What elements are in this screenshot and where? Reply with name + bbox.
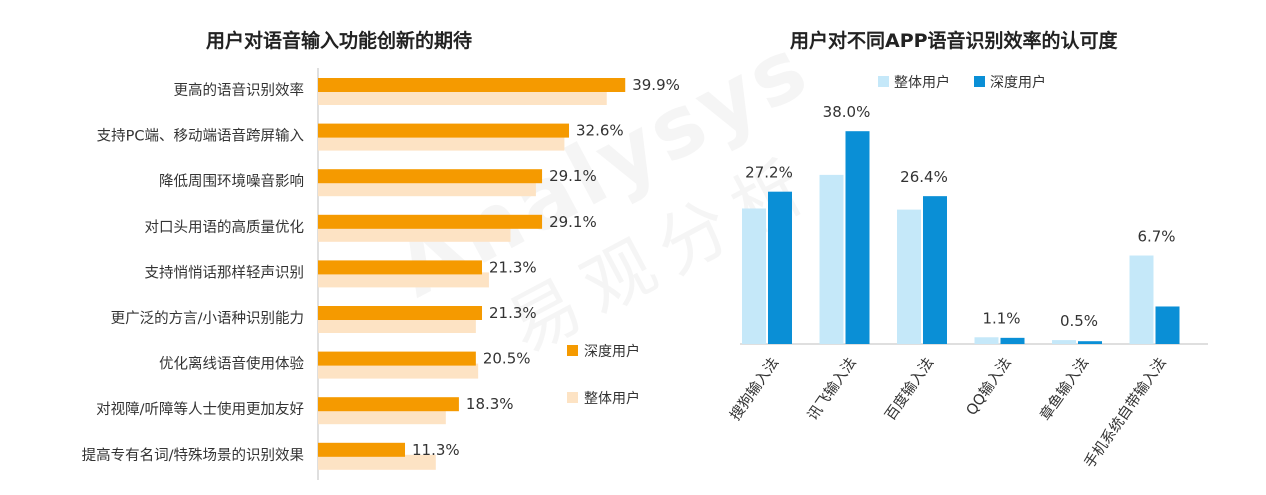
bar-overall-6 (318, 363, 479, 379)
value-label-5: 21.3% (489, 304, 537, 322)
bar-deep-4 (1078, 341, 1102, 344)
value-label-4: 0.5% (1060, 312, 1098, 330)
bar-overall-1 (318, 135, 565, 151)
value-label-1: 32.6% (576, 122, 624, 140)
legend-swatch-deep (974, 76, 985, 87)
bar-overall-0 (742, 208, 766, 344)
category-label-5: 更广泛的方言/小语种识别能力 (111, 310, 304, 327)
value-label-0: 27.2% (745, 164, 793, 182)
bar-overall-4 (1052, 340, 1076, 344)
category-label-5: 手机系统自带输入法 (1081, 355, 1170, 472)
category-label-2: 百度输入法 (882, 355, 938, 424)
bar-deep-2 (923, 196, 947, 344)
category-label-0: 搜狗输入法 (727, 355, 783, 424)
legend-swatch-deep (567, 345, 578, 356)
bar-overall-5 (318, 318, 476, 333)
bar-deep-5 (318, 306, 483, 320)
category-label-2: 降低周围环境噪音影响 (159, 172, 304, 190)
value-label-5: 6.7% (1137, 228, 1175, 246)
legend-label-deep: 深度用户 (584, 343, 640, 360)
legend-swatch-overall (567, 392, 578, 403)
value-label-3: 29.1% (549, 213, 597, 231)
bar-deep-3 (1000, 337, 1025, 344)
bar-deep-5 (1155, 306, 1180, 344)
legend-label-deep: 深度用户 (990, 74, 1046, 91)
bar-deep-3 (318, 214, 543, 229)
value-label-2: 26.4% (900, 168, 948, 186)
category-label-3: QQ输入法 (963, 355, 1015, 419)
bar-overall-8 (318, 454, 436, 470)
bar-overall-1 (819, 174, 844, 344)
category-label-4: 章鱼输入法 (1036, 354, 1092, 424)
left-bar-chart: 更高的语音识别效率 39.9% 支持PC端、移动端语音跨屏输入 32.6% 降低周围环境… (82, 68, 680, 480)
category-label-3: 对口头用语的高质量优化 (145, 219, 305, 236)
bar-overall-2 (897, 209, 921, 344)
bar-deep-1 (318, 123, 570, 138)
category-label-1: 支持PC端、移动端语音跨屏输入 (97, 128, 304, 145)
value-label-7: 18.3% (466, 395, 514, 413)
bar-overall-7 (318, 409, 446, 425)
bar-overall-5 (1129, 255, 1154, 344)
bar-deep-0 (768, 191, 792, 344)
bar-deep-7 (318, 397, 459, 412)
bar-deep-2 (318, 169, 543, 184)
bar-deep-0 (318, 78, 626, 92)
left-chart-title: 用户对语音输入功能创新的期待 (206, 30, 473, 52)
value-label-6: 20.5% (483, 350, 531, 368)
legend-swatch-overall (878, 76, 889, 87)
bar-overall-3 (318, 226, 511, 242)
value-label-4: 21.3% (489, 258, 537, 276)
category-label-8: 提高专有名词/特殊场景的识别效果 (82, 447, 304, 464)
value-label-0: 39.9% (632, 76, 680, 94)
value-label-2: 29.1% (549, 167, 597, 185)
right-bar-chart: 27.2% 搜狗输入法 38.0% 讯飞输入法 26.4% 百度输入法 1.1% QQ输入法 0… (727, 74, 1208, 472)
category-label-6: 优化离线语音使用体验 (159, 356, 304, 373)
category-label-7: 对视障/听障等人士使用更加友好 (96, 400, 304, 418)
value-label-3: 1.1% (982, 309, 1020, 327)
value-label-8: 11.3% (412, 441, 460, 459)
value-label-1: 38.0% (823, 103, 871, 121)
bar-deep-1 (845, 131, 870, 344)
category-label-4: 支持悄悄话那样轻声识别 (145, 263, 305, 281)
bar-overall-2 (318, 181, 536, 197)
bar-deep-4 (318, 260, 483, 275)
legend-label-overall: 整体用户 (584, 390, 640, 407)
bar-overall-4 (318, 272, 489, 288)
legend-label-overall: 整体用户 (894, 74, 950, 91)
right-chart-title: 用户对不同APP语音识别效率的认可度 (790, 30, 1118, 52)
bar-overall-0 (318, 90, 607, 105)
category-label-0: 更高的语音识别效率 (174, 82, 305, 99)
bar-deep-6 (318, 351, 476, 366)
category-label-1: 讯飞输入法 (804, 355, 860, 424)
bar-deep-8 (318, 442, 406, 457)
bar-overall-3 (974, 337, 999, 344)
